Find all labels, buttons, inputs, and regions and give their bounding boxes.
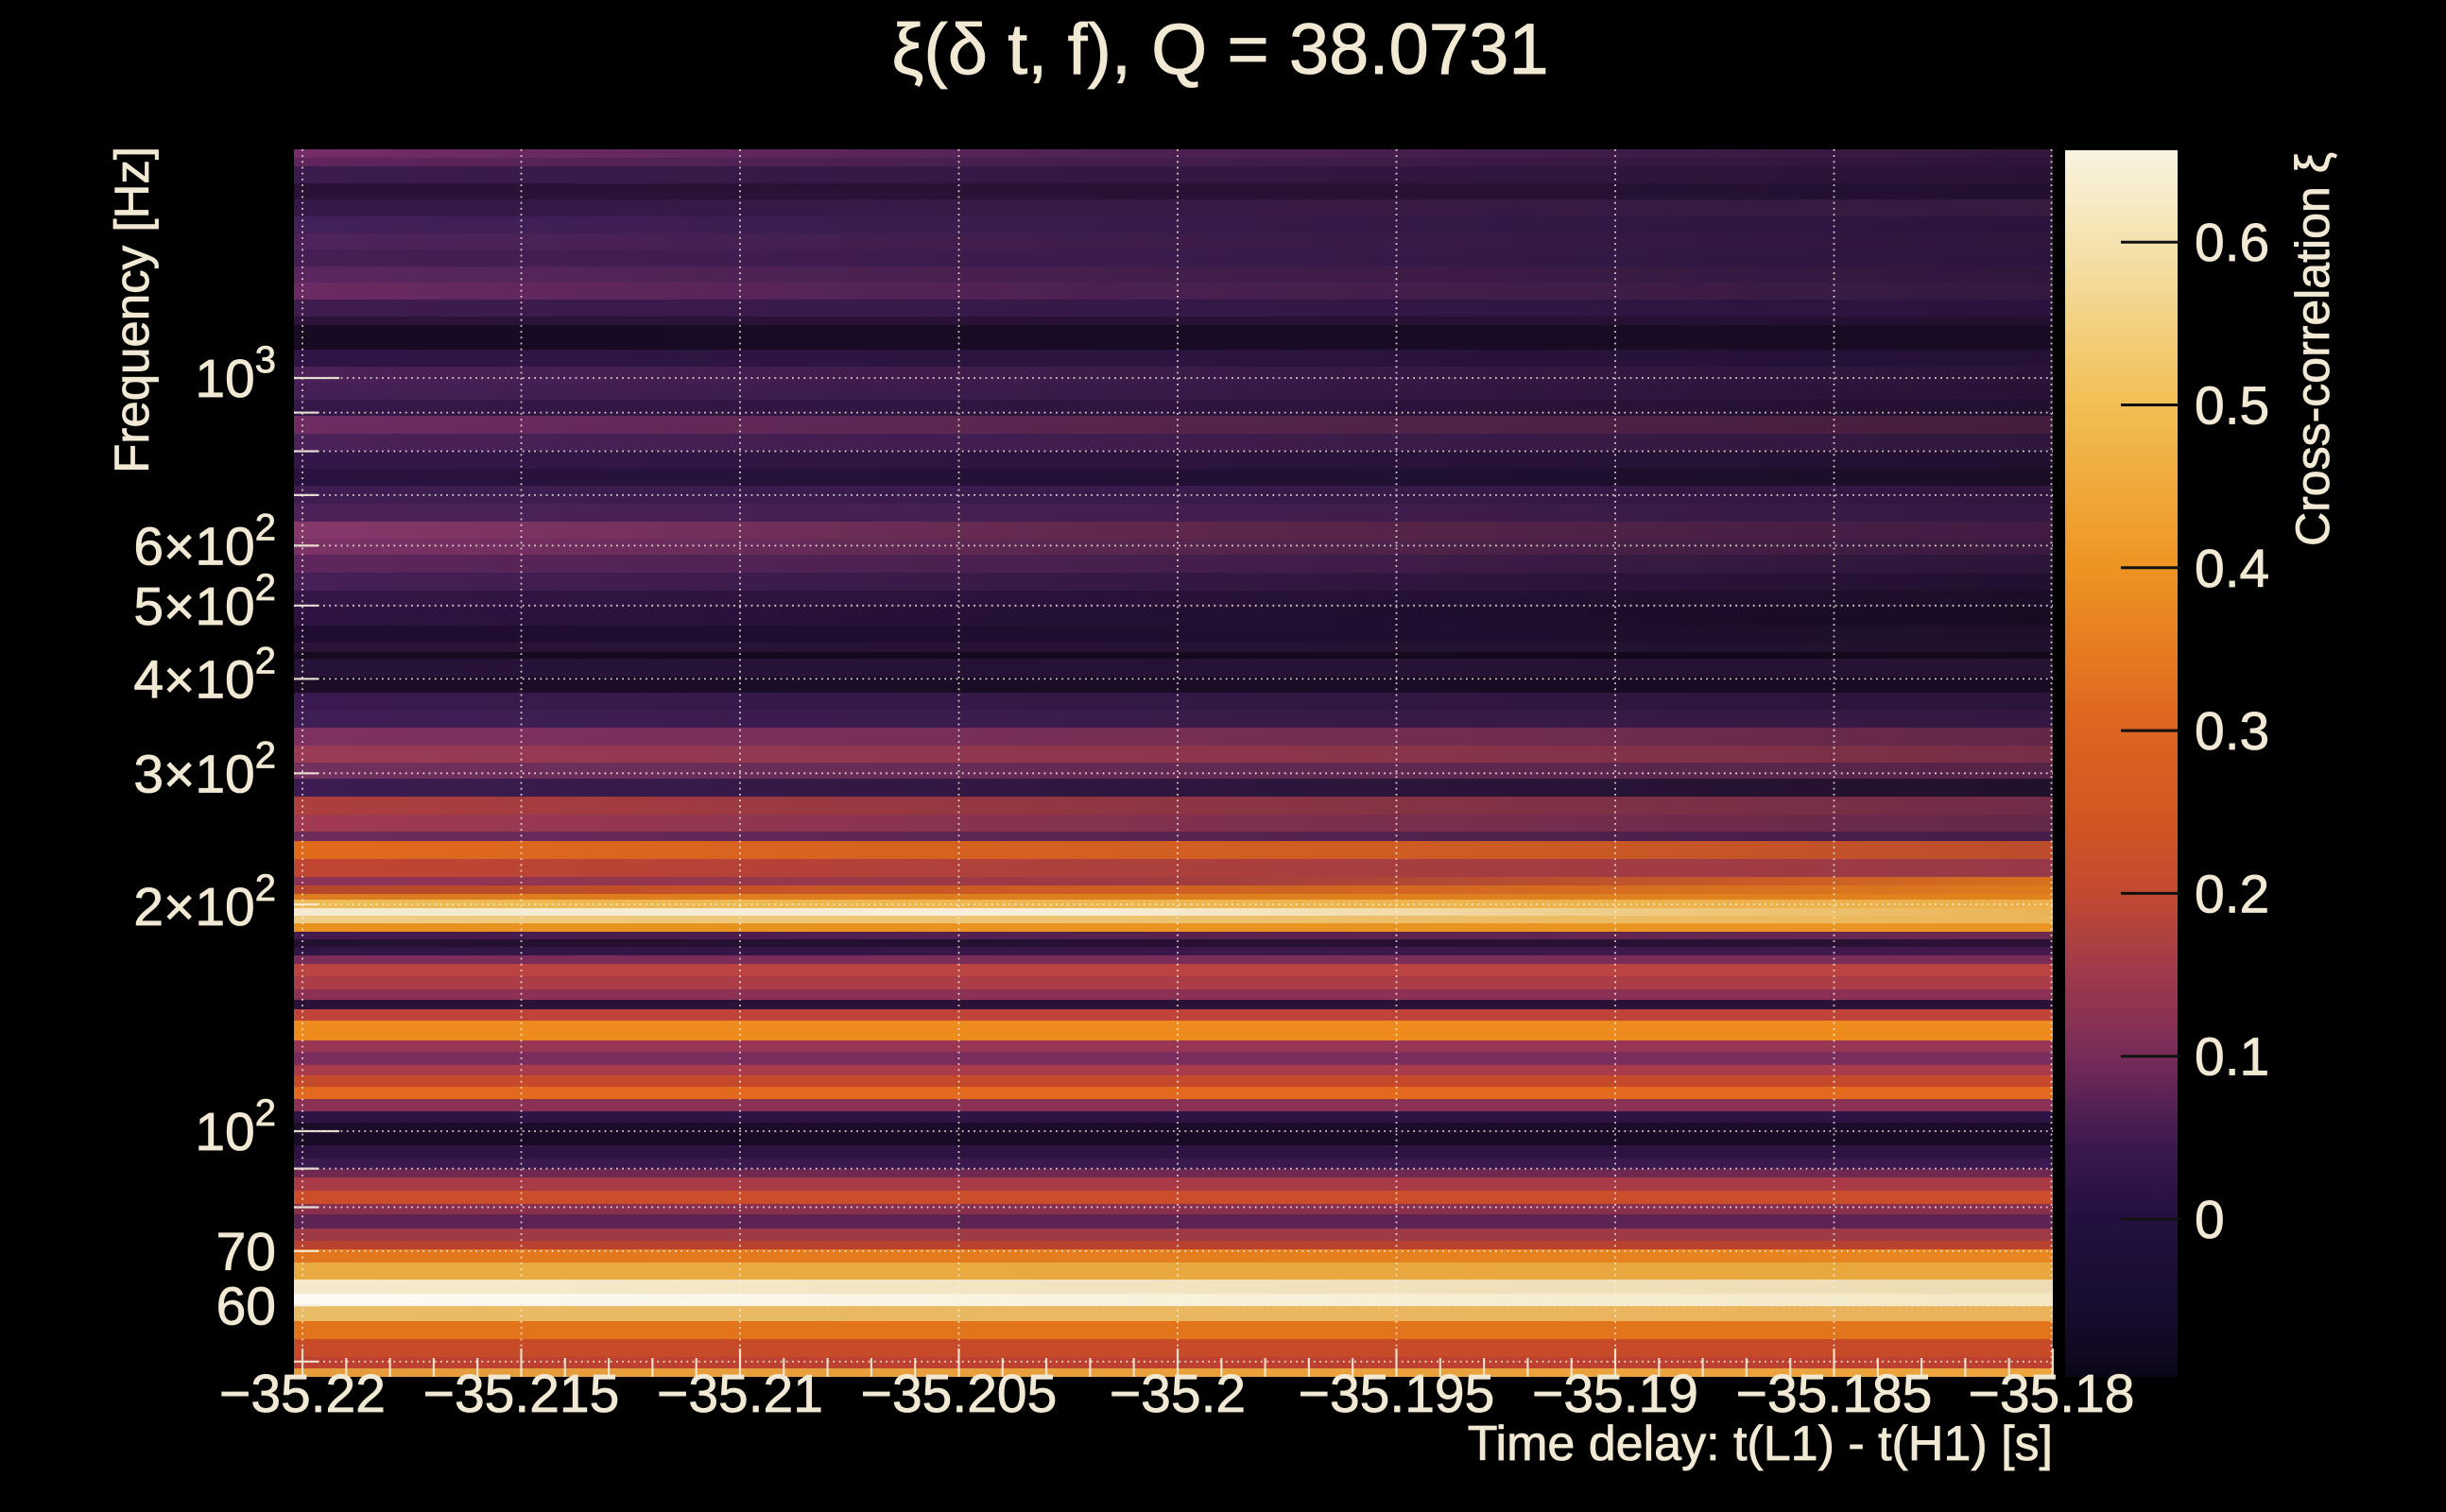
svg-text:70: 70: [216, 1222, 276, 1282]
svg-text:3×10: 3×10: [133, 744, 254, 804]
svg-text:2: 2: [255, 640, 276, 681]
svg-text:60: 60: [216, 1277, 276, 1337]
svg-text:6×10: 6×10: [133, 516, 254, 576]
svg-text:0.2: 0.2: [2195, 864, 2269, 924]
svg-text:0.1: 0.1: [2195, 1027, 2269, 1088]
svg-text:5×10: 5×10: [133, 576, 254, 637]
svg-text:0.5: 0.5: [2195, 376, 2269, 437]
svg-text:4×10: 4×10: [133, 649, 254, 710]
svg-text:2: 2: [255, 1092, 276, 1134]
svg-text:2: 2: [255, 868, 276, 909]
svg-text:0.3: 0.3: [2195, 701, 2269, 762]
svg-text:3: 3: [255, 339, 276, 381]
svg-text:Cross-correlation ξ: Cross-correlation ξ: [2286, 152, 2339, 546]
svg-text:2: 2: [255, 567, 276, 609]
svg-text:−35.205: −35.205: [861, 1364, 1058, 1424]
svg-text:Frequency [Hz]: Frequency [Hz]: [105, 146, 159, 473]
svg-text:−35.19: −35.19: [1532, 1364, 1698, 1424]
svg-text:−35.195: −35.195: [1299, 1364, 1495, 1424]
svg-text:ξ(δ t, f), Q = 38.0731: ξ(δ t, f), Q = 38.0731: [891, 9, 1548, 90]
svg-text:Time delay: t(L1) - t(H1) [s]: Time delay: t(L1) - t(H1) [s]: [1468, 1417, 2053, 1471]
svg-text:−35.21: −35.21: [657, 1364, 823, 1424]
svg-text:2: 2: [255, 507, 276, 548]
svg-text:−35.22: −35.22: [219, 1364, 386, 1424]
svg-text:2×10: 2×10: [133, 877, 254, 937]
svg-text:−35.185: −35.185: [1736, 1364, 1933, 1424]
svg-text:−35.215: −35.215: [423, 1364, 620, 1424]
svg-text:10: 10: [195, 1102, 254, 1162]
svg-text:−35.2: −35.2: [1110, 1364, 1246, 1424]
svg-text:−35.18: −35.18: [1969, 1364, 2135, 1424]
svg-text:2: 2: [255, 734, 276, 776]
svg-text:0.4: 0.4: [2195, 539, 2269, 599]
svg-text:10: 10: [195, 349, 254, 409]
svg-text:0.6: 0.6: [2195, 213, 2269, 273]
svg-text:0: 0: [2195, 1190, 2225, 1250]
